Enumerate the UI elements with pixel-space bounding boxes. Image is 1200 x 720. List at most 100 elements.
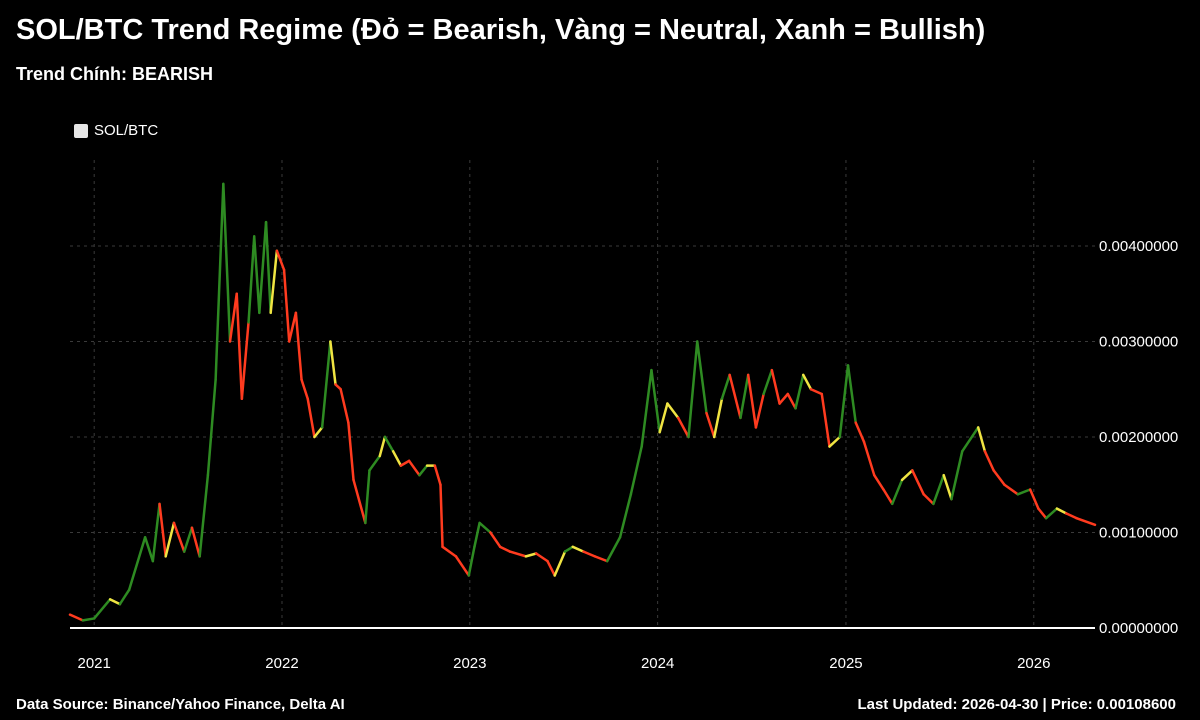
series-segment-bearish [1003,483,1020,496]
y-tick-label: 0.00200000 [1099,429,1178,446]
series-segment-bullish [258,220,268,315]
series-segment-bearish [820,392,831,448]
series-segment-neutral [313,426,324,439]
series-segment-bullish [127,536,147,592]
series-segment-bearish [352,478,367,525]
series-segment-neutral [391,450,403,467]
x-axis-ticks: 2021 2022 2023 2024 2025 2026 [77,655,1050,672]
series-segment-bullish [143,536,155,563]
grid-lines [70,160,1095,628]
series-segment-neutral [269,249,279,315]
series-segment-neutral [658,402,669,434]
x-tick-label: 2024 [641,655,674,672]
series-segment-bullish [198,473,210,558]
series-segment-bearish [1037,507,1048,520]
series-segment-bearish [809,387,824,396]
series-segment-neutral [553,550,567,577]
series-segment-bearish [407,459,421,477]
series-segment-bearish [489,531,502,549]
series-segment-bullish [364,469,371,525]
series-segment-bearish [68,613,85,622]
series-segment-bearish [582,550,597,558]
series-segment-bullish [320,340,332,429]
series-segment-bearish [534,552,549,563]
series-segment-bullish [214,182,225,381]
series-segment-bullish [206,378,217,477]
series-segment-bearish [172,521,186,553]
series-segment-bullish [182,526,194,553]
series-segment-bearish [983,450,995,472]
x-tick-label: 2025 [829,655,862,672]
series-segment-neutral [524,552,538,558]
series-segment-bearish [862,440,876,477]
series-segment-bullish [118,588,131,606]
series-segment-bearish [498,545,512,553]
chart-legend: SOL/BTC [74,122,158,139]
series-segment-bullish [960,426,980,453]
series-segment-bearish [786,392,797,410]
series-segment-bearish [441,545,458,558]
series-segment-bullish [473,521,481,549]
series-segment-neutral [942,473,953,501]
series-segment-bullish [368,454,382,472]
y-axis-ticks: 0.00000000 0.00100000 0.00200000 0.00300000… [1099,238,1178,637]
series-segment-bullish [264,220,272,315]
series-segment-bullish [762,368,774,396]
series-segment-bearish [1028,488,1040,510]
x-tick-label: 2026 [1017,655,1050,672]
series-segment-bullish [739,373,750,420]
series-segment-bullish [846,364,857,424]
series-segment-bearish [399,459,411,467]
series-segment-neutral [828,435,842,448]
series-segment-bullish [950,450,964,501]
series-segment-bullish [563,545,574,553]
series-segment-bullish [383,435,395,453]
series-segment-bearish [854,421,866,444]
series-segment-bearish [992,469,1006,486]
series-segment-bearish [190,526,201,558]
series-segment-bearish [228,292,238,343]
series-segment-bearish [439,483,444,549]
series-segment-bearish [593,555,609,563]
series-segment-bullish [478,521,492,534]
chart-subtitle: Trend Chính: BEARISH [16,64,213,84]
series-segment-bearish [922,493,935,506]
series-segment-neutral [1055,507,1068,515]
series-segment-bullish [650,368,661,434]
series-segment-bearish [347,421,355,482]
series-segment-bearish [275,249,286,272]
series-segment-bearish [911,469,925,496]
series-segment-neutral [108,598,122,606]
series-segment-bearish [300,378,309,401]
series-segment-bullish [81,617,96,622]
series-segment-bearish [754,392,765,429]
series-segment-bullish [252,235,261,315]
series-segment-neutral [900,469,914,482]
series-segment-bullish [629,445,643,496]
series-segment-neutral [666,402,680,420]
series-segment-bullish [618,493,633,539]
y-tick-label: 0.00000000 [1099,620,1178,637]
series-segment-bearish [676,416,690,439]
series-segment-neutral [801,373,813,391]
series-segment-bullish [640,368,653,448]
series-segment-bearish [235,292,244,401]
series-segment-bullish [151,502,161,563]
series-segment-bullish [605,536,622,563]
series-segment-neutral [571,545,585,553]
series-segment-neutral [378,435,387,458]
chart-title: SOL/BTC Trend Regime (Đỏ = Bearish, Vàng… [16,14,986,46]
series-segment-bearish [546,559,556,577]
series-segment-bearish [158,502,167,558]
series-segment-bullish [247,235,256,324]
series-segment-bearish [1064,512,1078,520]
series-segment-bullish [695,340,708,415]
series-segment-bullish [418,464,429,477]
series-segment-bullish [932,473,945,506]
y-tick-label: 0.00400000 [1099,238,1178,255]
last-updated: Last Updated: 2026-04-30 | Price: 0.0010… [857,696,1176,713]
x-tick-label: 2021 [77,655,110,672]
series-segment-bullish [467,545,476,577]
series-segment-bearish [705,411,716,439]
